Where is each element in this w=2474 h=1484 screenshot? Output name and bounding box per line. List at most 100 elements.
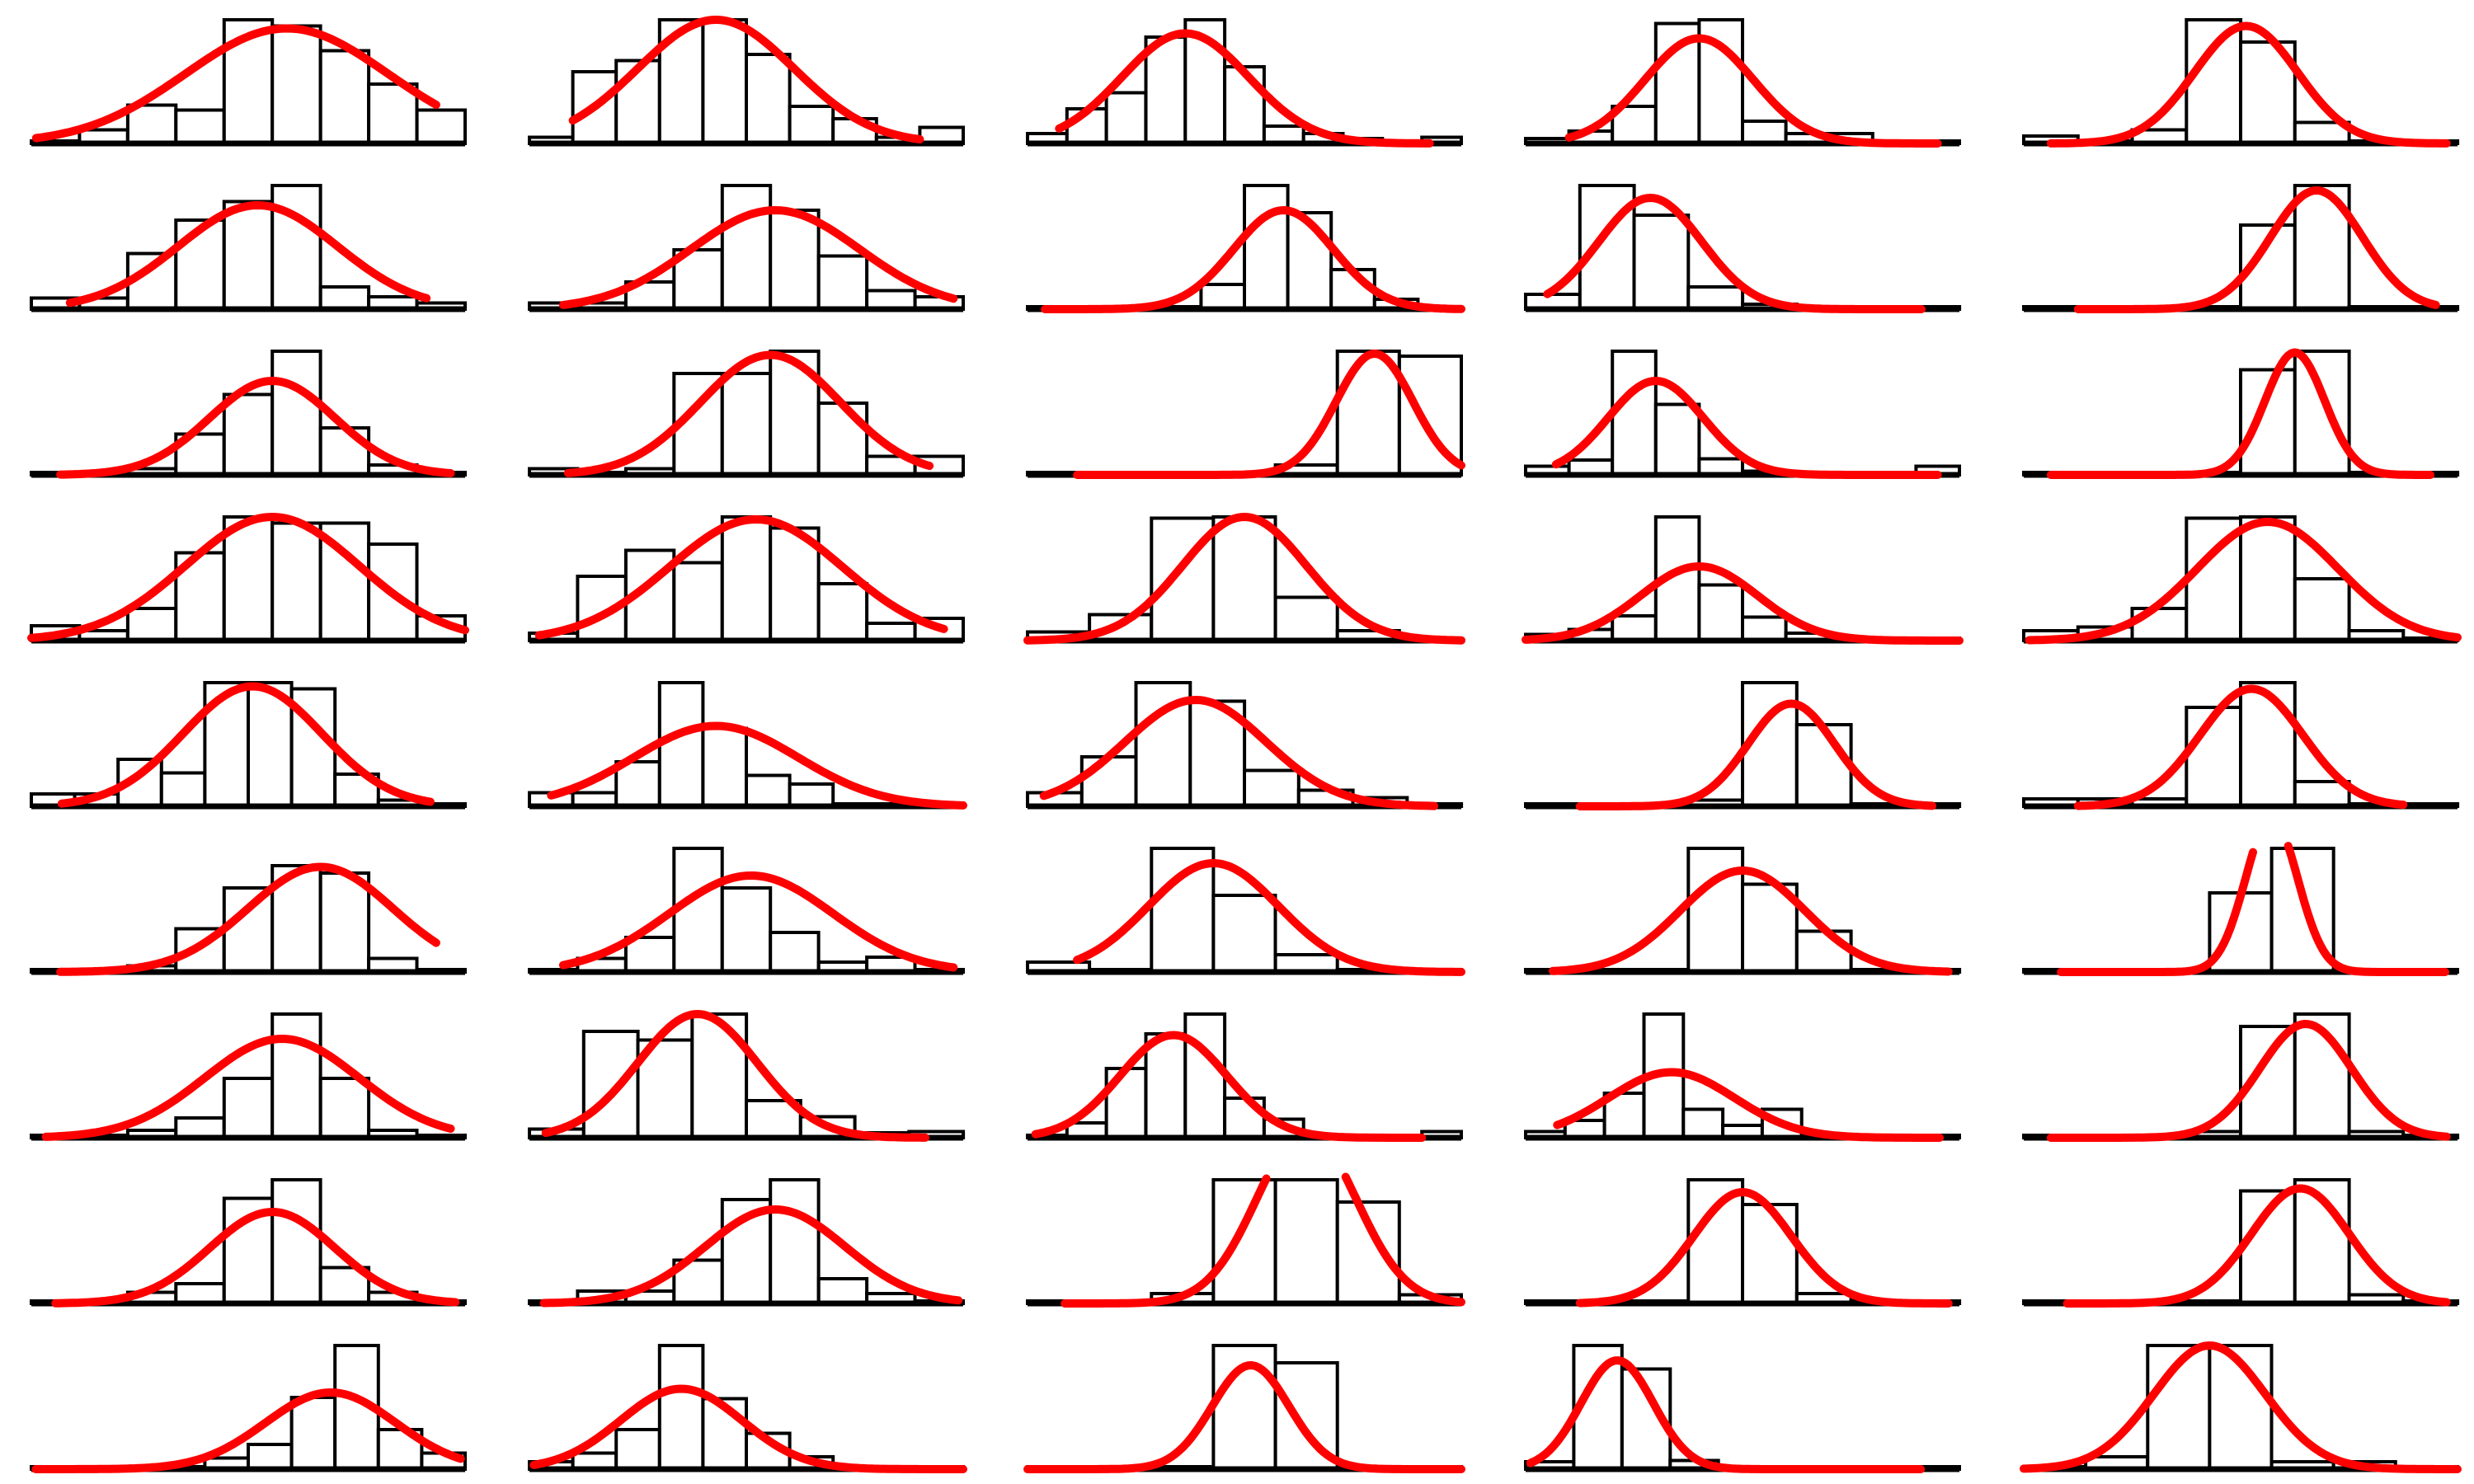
histogram-bar xyxy=(247,1443,294,1471)
histogram-bar xyxy=(1199,283,1247,311)
histogram-bar xyxy=(1653,402,1701,477)
histogram-panel-r1c1 xyxy=(30,18,468,147)
histogram-bar xyxy=(125,103,178,145)
histogram-bar xyxy=(270,1178,322,1305)
histogram-bar xyxy=(222,1077,275,1139)
normal-fit-curve xyxy=(27,513,469,642)
normal-fit-curve xyxy=(2046,1020,2451,1142)
histogram-panel-r6c5 xyxy=(2022,842,2459,976)
normal-fit-curve xyxy=(65,201,431,308)
histogram-panel-r6c4 xyxy=(1524,847,1962,976)
histogram-bar xyxy=(1104,91,1148,145)
normal-fit-curve xyxy=(1023,513,1465,645)
histogram-bar xyxy=(159,771,207,808)
histogram-bar xyxy=(2239,515,2297,642)
histogram-bar xyxy=(2293,780,2351,808)
normal-fit-curve xyxy=(31,1388,465,1473)
normal-fit-curve xyxy=(568,16,924,143)
histogram-bar xyxy=(1741,615,1788,642)
histogram-bar xyxy=(1686,285,1745,311)
normal-fit-curve xyxy=(1039,696,1439,810)
histogram-bar xyxy=(657,681,705,808)
histogram-bar xyxy=(769,209,821,311)
histogram-panel-r8c5 xyxy=(2022,1178,2460,1308)
histogram-panel-r4c2 xyxy=(528,515,965,644)
histogram-bar xyxy=(720,372,773,477)
normal-fit-curve xyxy=(1073,859,1465,976)
histogram-panel-r3c5 xyxy=(2022,348,2460,479)
histogram-bar xyxy=(2293,350,2351,477)
histogram-bar xyxy=(270,1012,322,1139)
normal-fit-curve xyxy=(1564,34,1942,148)
histogram-bar xyxy=(614,1428,661,1471)
normal-fit-curve xyxy=(539,1205,963,1308)
normal-fit-curve xyxy=(57,682,435,808)
histogram-panel-r8c1 xyxy=(30,1178,468,1308)
histogram-panel-r7c2 xyxy=(528,1010,966,1142)
histogram-bar xyxy=(1335,350,1401,477)
histogram-bar xyxy=(816,402,869,477)
histogram-bar xyxy=(1794,929,1853,974)
histogram-bar xyxy=(318,49,371,145)
normal-fit-curve xyxy=(529,1384,967,1473)
histogram-bar xyxy=(270,521,322,642)
normal-fit-curve xyxy=(1526,1356,1926,1473)
normal-fit-curve xyxy=(563,350,934,477)
histogram-bar xyxy=(788,105,835,145)
histogram-panel-r7c5 xyxy=(2022,1012,2460,1142)
histogram-panel-r1c2 xyxy=(528,16,966,147)
histogram-bar xyxy=(270,24,322,145)
normal-fit-curve xyxy=(2046,348,2435,479)
histogram-bar xyxy=(1686,1178,1745,1305)
histogram-bar xyxy=(1211,894,1277,974)
histogram-bar xyxy=(1183,1012,1227,1139)
histogram-panel-r9c4 xyxy=(1524,1344,1962,1473)
histogram-bar xyxy=(581,1030,640,1139)
histogram-bar xyxy=(816,254,869,311)
histogram-panel-r4c5 xyxy=(2022,515,2462,645)
histogram-panel-r5c3 xyxy=(1026,681,1464,810)
normal-fit-curve xyxy=(1073,350,1465,479)
histogram-bar xyxy=(788,782,835,808)
normal-fit-curve xyxy=(2020,1341,2462,1473)
normal-fit-curve xyxy=(2025,518,2462,645)
histogram-bar xyxy=(2293,577,2351,642)
normal-fit-curve xyxy=(51,1208,460,1308)
histogram-bar xyxy=(2293,184,2351,311)
histogram-bar xyxy=(672,847,724,974)
histogram-bar xyxy=(318,871,371,974)
histogram-bar xyxy=(1611,350,1658,477)
histogram-bar xyxy=(1741,1203,1799,1305)
histogram-panel-r3c1 xyxy=(30,350,468,479)
normal-fit-curve xyxy=(56,377,455,479)
histogram-bar xyxy=(1686,847,1745,974)
histogram-panel-r8c3 xyxy=(1026,1172,1465,1308)
normal-fit-curve xyxy=(31,24,440,143)
histogram-panel-r5c2 xyxy=(528,681,967,810)
histogram-bar xyxy=(1243,768,1300,808)
histogram-bar xyxy=(1211,515,1277,642)
histogram-bar xyxy=(816,582,869,642)
histogram-bar xyxy=(270,184,322,311)
histogram-bar xyxy=(1286,211,1333,311)
histogram-bar xyxy=(614,760,661,808)
histogram-panel-r2c2 xyxy=(528,184,965,312)
normal-fit-curve xyxy=(1575,699,1937,810)
histogram-bar xyxy=(1079,755,1138,808)
histogram-bar xyxy=(1243,184,1290,311)
histogram-panel-r2c3 xyxy=(1026,184,1465,313)
histogram-bar xyxy=(672,561,724,642)
histogram-bar xyxy=(2185,18,2243,145)
histogram-bar xyxy=(701,18,749,145)
histogram-panel-r5c5 xyxy=(2022,681,2460,810)
normal-fit-curve xyxy=(1041,206,1465,313)
histogram-panel-r8c2 xyxy=(528,1178,965,1308)
normal-fit-curve xyxy=(1055,29,1434,148)
histogram-bar xyxy=(745,773,792,808)
histogram-panel-r1c3 xyxy=(1026,18,1463,148)
histogram-bar xyxy=(657,1344,705,1471)
normal-fit-curve xyxy=(1553,1068,1945,1142)
histogram-panel-r1c5 xyxy=(2022,18,2460,148)
histogram-panel-r3c3 xyxy=(1026,350,1465,479)
histogram-bar xyxy=(1273,595,1339,642)
